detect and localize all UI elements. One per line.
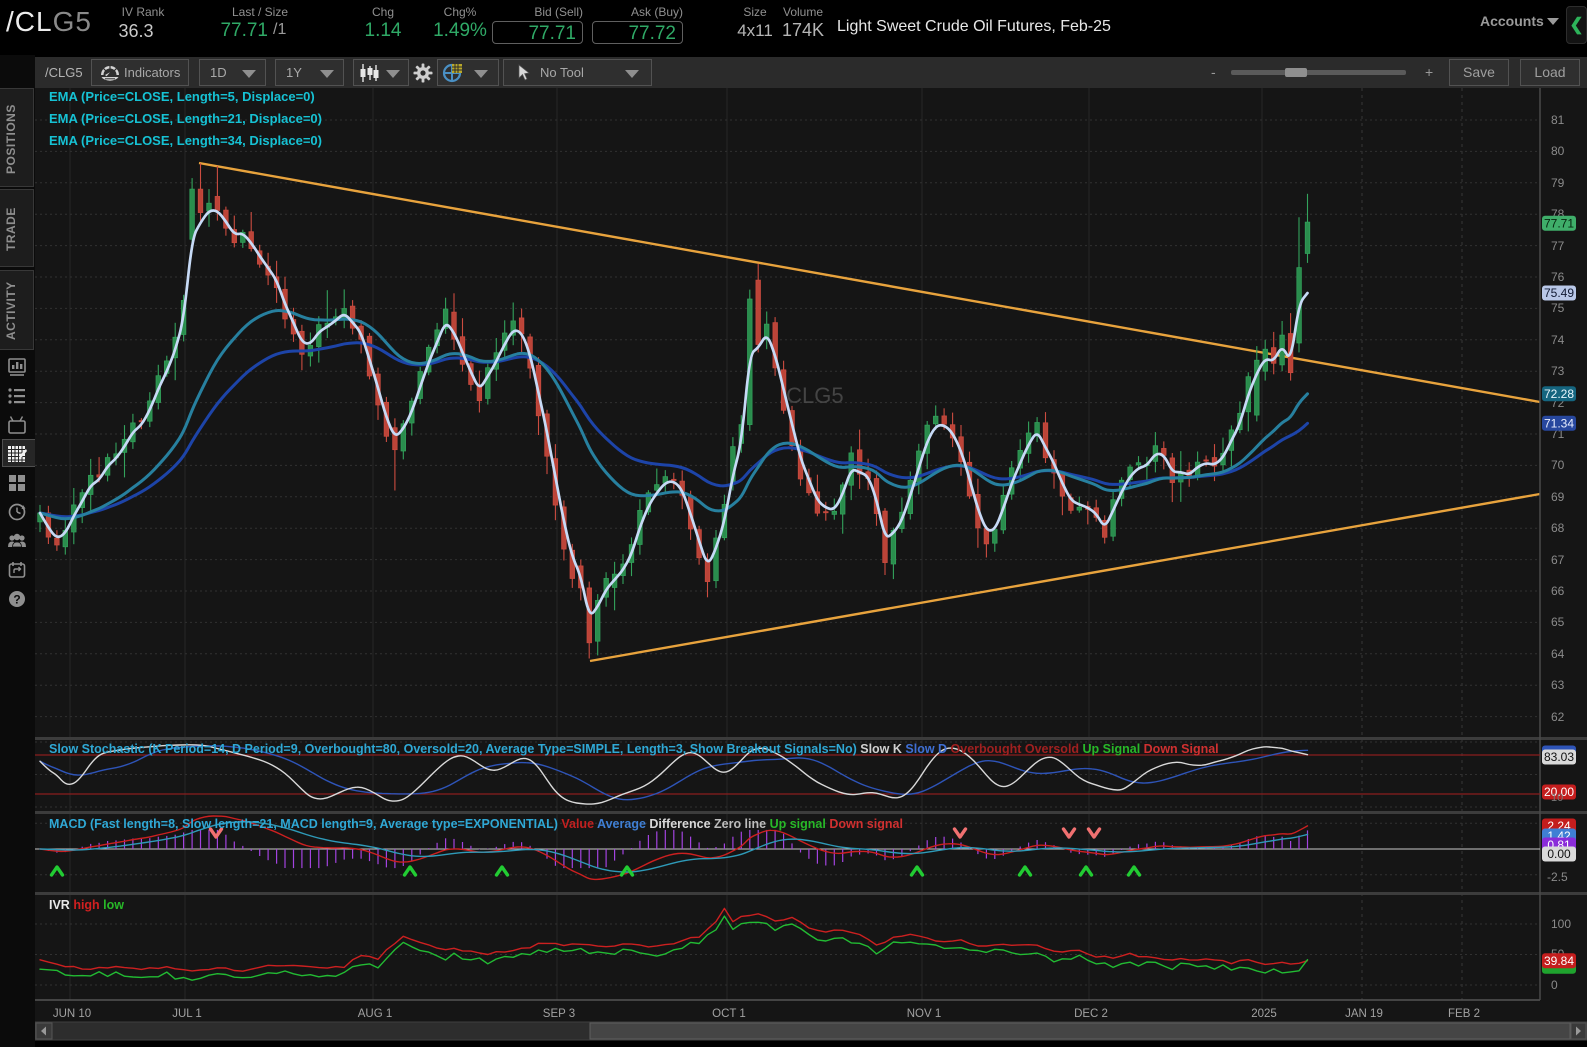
- svg-text:67: 67: [1551, 553, 1565, 567]
- svg-text:80: 80: [1551, 144, 1565, 158]
- svg-text:77.71: 77.71: [1544, 217, 1574, 231]
- svg-text:JUL 1: JUL 1: [172, 1008, 202, 1020]
- svg-text:81: 81: [1551, 113, 1565, 127]
- svg-text:OCT 1: OCT 1: [712, 1008, 746, 1020]
- svg-text:39.84: 39.84: [1544, 954, 1574, 968]
- svg-text:72.28: 72.28: [1544, 387, 1574, 401]
- svg-text:?: ?: [13, 593, 20, 607]
- svg-text:73: 73: [1551, 364, 1565, 378]
- svg-text:79: 79: [1551, 176, 1565, 190]
- svg-text:/CLG5: /CLG5: [780, 383, 844, 408]
- svg-text:100: 100: [1551, 917, 1571, 931]
- svg-text:65: 65: [1551, 615, 1565, 629]
- svg-text:-2.5: -2.5: [1547, 870, 1568, 884]
- svg-text:0.00: 0.00: [1547, 847, 1571, 861]
- svg-text:AUG 1: AUG 1: [358, 1008, 393, 1020]
- svg-text:83.03: 83.03: [1544, 750, 1574, 764]
- svg-text:0: 0: [1551, 978, 1558, 992]
- svg-text:77: 77: [1551, 239, 1565, 253]
- svg-text:10: 10: [1551, 792, 1563, 804]
- svg-text:71.34: 71.34: [1544, 417, 1574, 431]
- svg-text:JUN 10: JUN 10: [53, 1008, 91, 1020]
- svg-text:EMA (Price=CLOSE, Length=5, Di: EMA (Price=CLOSE, Length=5, Displace=0): [49, 89, 315, 104]
- svg-text:EMA (Price=CLOSE, Length=21, D: EMA (Price=CLOSE, Length=21, Displace=0): [49, 111, 322, 126]
- svg-text:62: 62: [1551, 710, 1565, 724]
- svg-text:20.00: 20.00: [1544, 785, 1574, 799]
- svg-text:64: 64: [1551, 647, 1565, 661]
- svg-text:75.49: 75.49: [1544, 286, 1574, 300]
- svg-text:75: 75: [1551, 301, 1565, 315]
- svg-text:66: 66: [1551, 584, 1565, 598]
- svg-text:70: 70: [1551, 458, 1565, 472]
- svg-text:68: 68: [1551, 521, 1565, 535]
- svg-text:74: 74: [1551, 333, 1565, 347]
- svg-text:IVR high low: IVR high low: [49, 898, 124, 912]
- svg-text:69: 69: [1551, 490, 1565, 504]
- svg-text:MACD (Fast length=8, Slow leng: MACD (Fast length=8, Slow length=21, MAC…: [49, 817, 903, 831]
- svg-text:76: 76: [1551, 270, 1565, 284]
- svg-text:Slow Stochastic (K Period=14,: Slow Stochastic (K Period=14, D Period=9…: [49, 742, 1219, 756]
- svg-text:DEC 2: DEC 2: [1074, 1008, 1108, 1020]
- svg-text:EMA (Price=CLOSE, Length=34, D: EMA (Price=CLOSE, Length=34, Displace=0): [49, 133, 322, 148]
- svg-text:FEB 2: FEB 2: [1448, 1008, 1480, 1020]
- svg-text:63: 63: [1551, 678, 1565, 692]
- svg-text:NOV 1: NOV 1: [907, 1008, 942, 1020]
- svg-text:SEP 3: SEP 3: [543, 1008, 575, 1020]
- svg-text:JAN 19: JAN 19: [1345, 1008, 1383, 1020]
- svg-text:2025: 2025: [1251, 1008, 1277, 1020]
